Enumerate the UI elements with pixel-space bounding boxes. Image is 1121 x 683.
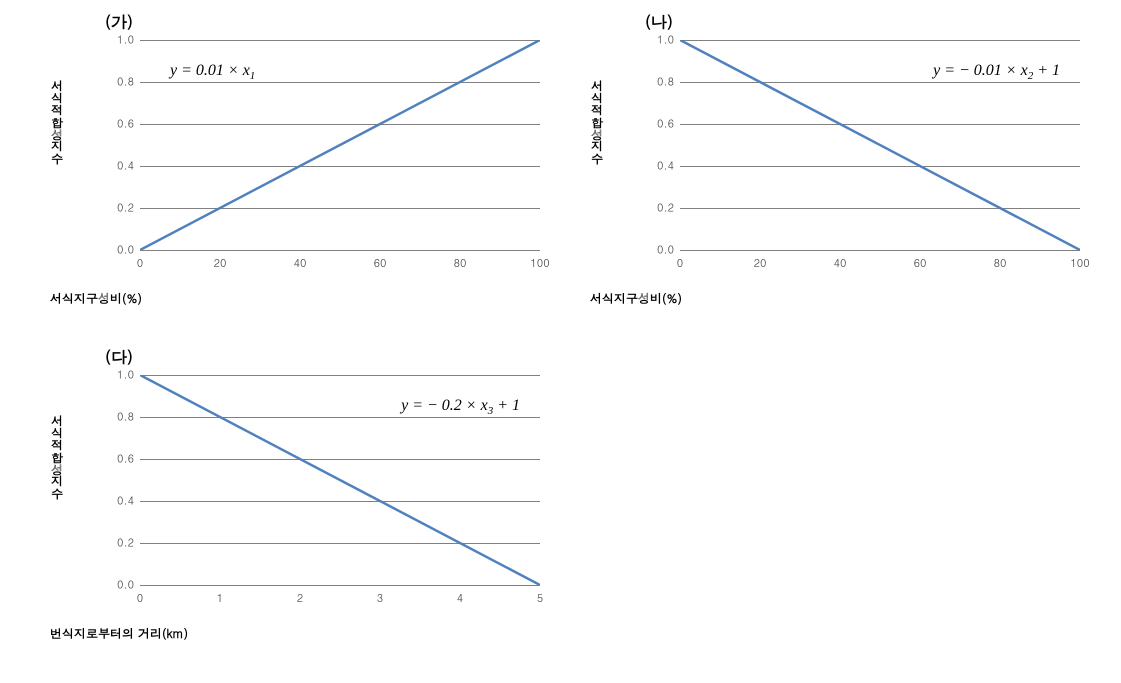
panel-da-xlabel: 번식지로부터의 거리(km) (50, 625, 550, 642)
ytick: 1.0 (657, 33, 674, 48)
xtick: 20 (754, 256, 767, 271)
panel-da-equation: y = − 0.2 × x3 + 1 (401, 397, 520, 417)
panel-ga-xlabel: 서식지구성비(%) (50, 290, 550, 307)
ytick: 0.0 (117, 243, 134, 258)
panel-ga-label: (가) (105, 10, 133, 33)
panel-na-label: (나) (645, 10, 673, 33)
xtick: 3 (377, 591, 383, 606)
ytick: 1.0 (117, 368, 134, 383)
panel-na-xlabel: 서식지구성비(%) (590, 290, 1090, 307)
panel-ga-equation: y = 0.01 × x1 (170, 62, 255, 82)
ytick: 0.0 (657, 243, 674, 258)
panel-da-ylabel: 서식적합성지수 (50, 415, 63, 499)
xtick: 4 (457, 591, 463, 606)
ytick: 0.2 (117, 201, 134, 216)
xtick: 60 (914, 256, 927, 271)
xtick: 5 (537, 591, 543, 606)
panel-ga-plot: y = 0.01 × x1 0.0 0.2 0.4 0.6 0.8 1.0 0 … (140, 40, 540, 250)
xtick: 60 (374, 256, 387, 271)
ytick: 0.0 (117, 578, 134, 593)
xtick: 0 (137, 256, 143, 271)
xtick: 100 (1070, 256, 1089, 271)
xtick: 0 (137, 591, 143, 606)
ytick: 0.8 (117, 410, 134, 425)
ytick: 0.8 (117, 75, 134, 90)
ytick: 1.0 (117, 33, 134, 48)
panel-ga-ylabel: 서식적합성지수 (50, 80, 63, 164)
xtick: 80 (454, 256, 467, 271)
panel-da-label: (다) (105, 345, 133, 368)
ytick: 0.6 (117, 452, 134, 467)
panel-na-equation: y = − 0.01 × x2 + 1 (933, 62, 1060, 82)
xtick: 80 (994, 256, 1007, 271)
xtick: 1 (217, 591, 223, 606)
ytick: 0.4 (117, 494, 134, 509)
panel-na-plot: y = − 0.01 × x2 + 1 0.0 0.2 0.4 0.6 0.8 … (680, 40, 1080, 250)
xtick: 100 (530, 256, 549, 271)
ytick: 0.6 (117, 117, 134, 132)
panel-ga: (가) 서식적합성지수 y = 0.01 × x1 0.0 0.2 (50, 10, 550, 320)
xtick: 40 (294, 256, 307, 271)
panel-na-ylabel: 서식적합성지수 (590, 80, 603, 164)
ytick: 0.2 (117, 536, 134, 551)
ytick: 0.4 (117, 159, 134, 174)
xtick: 40 (834, 256, 847, 271)
panel-na: (나) 서식적합성지수 y = − 0.01 × x2 + 1 0.0 0.2 … (590, 10, 1090, 320)
ytick: 0.6 (657, 117, 674, 132)
xtick: 2 (297, 591, 303, 606)
xtick: 20 (214, 256, 227, 271)
ytick: 0.8 (657, 75, 674, 90)
ytick: 0.2 (657, 201, 674, 216)
panel-da-plot: y = − 0.2 × x3 + 1 0.0 0.2 0.4 0.6 0.8 1… (140, 375, 540, 585)
ytick: 0.4 (657, 159, 674, 174)
panel-da: (다) 서식적합성지수 y = − 0.2 × x3 + 1 0.0 0.2 0… (50, 345, 550, 655)
xtick: 0 (677, 256, 683, 271)
